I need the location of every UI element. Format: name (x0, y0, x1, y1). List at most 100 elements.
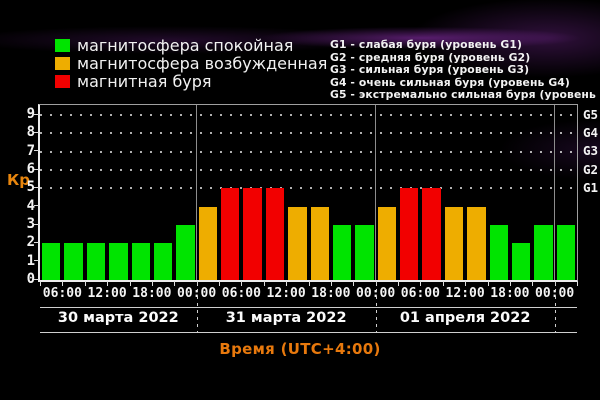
x-axis-tick (129, 281, 131, 286)
x-tick-label: 12:00 (87, 286, 127, 301)
storm-level-line: G2 - средняя буря (уровень G2) (330, 50, 531, 64)
legend-label: магнитосфера спокойная (77, 36, 294, 55)
x-axis-tick (398, 281, 399, 286)
time-axis-title: Время (UTC+4:00) (219, 340, 381, 358)
g-level-label: G3 (583, 143, 599, 159)
legend-label: магнитная буря (77, 72, 212, 91)
day-boundary-dash (375, 282, 377, 332)
x-axis-tick (84, 281, 86, 286)
day-boundary-dash (554, 282, 556, 332)
x-axis-tick (62, 281, 64, 286)
y-tick-label: 3 (26, 216, 35, 233)
grid-line (40, 132, 577, 135)
y-axis-tick (34, 168, 39, 170)
kp-bar (556, 225, 575, 280)
x-axis-tick (353, 281, 355, 286)
storm-level-line: G5 - экстремально сильная буря (уровень … (330, 88, 600, 102)
kp-axis-title: Кр (7, 171, 30, 189)
kp-bar (511, 243, 531, 280)
kp-bar (153, 243, 173, 280)
y-axis-tick (34, 205, 39, 207)
y-axis-tick (34, 131, 39, 133)
y-tick-label: 9 (26, 106, 35, 123)
x-axis-tick (577, 281, 578, 286)
kp-bar (265, 188, 285, 280)
y-axis-tick (34, 113, 39, 115)
g-level-label: G4 (583, 124, 599, 140)
date-label: 01 апреля 2022 (399, 310, 531, 326)
grid-line (40, 114, 577, 117)
g-level-label: G5 (583, 106, 599, 122)
legend-item: магнитная буря (55, 72, 327, 91)
y-tick-label: 1 (26, 252, 35, 269)
kp-bar (131, 243, 150, 280)
legend-swatch-quiet (55, 39, 70, 52)
y-axis-tick (34, 186, 39, 188)
x-axis-tick (308, 281, 310, 286)
y-tick-label: 0 (26, 271, 35, 287)
date-label: 31 марта 2022 (225, 310, 347, 326)
kp-bar (534, 225, 553, 280)
kp-bar (444, 206, 464, 280)
x-axis-tick (420, 281, 422, 286)
x-axis-tick (40, 281, 41, 286)
kp-bar (355, 225, 374, 280)
x-axis-tick (174, 281, 176, 286)
x-tick-label: 06:00 (400, 286, 440, 301)
kp-bar (288, 206, 307, 280)
grid-line (40, 150, 577, 153)
kp-bar (86, 243, 106, 280)
kp-bar (198, 206, 217, 280)
y-tick-label: 4 (26, 197, 35, 214)
legend: магнитосфера спокойная магнитосфера возбу… (55, 36, 328, 91)
x-axis-tick (263, 281, 265, 286)
x-axis-tick (286, 281, 288, 286)
day-boundary-dash (196, 282, 198, 332)
x-tick-label: 12:00 (266, 286, 306, 301)
date-band-bottom-line (40, 332, 577, 333)
kp-bar (467, 206, 486, 280)
x-axis-tick (465, 281, 467, 286)
y-axis-tick (34, 241, 39, 243)
date-label: 30 марта 2022 (57, 310, 179, 326)
day-divider (375, 105, 377, 280)
x-axis-tick (151, 281, 153, 286)
x-axis-tick (107, 281, 109, 286)
kp-bar-chart (38, 104, 578, 282)
x-axis-tick (241, 281, 243, 286)
kp-bar (64, 243, 83, 280)
kp-bar (243, 188, 262, 280)
x-axis-tick (219, 281, 220, 286)
x-axis-tick (532, 281, 534, 286)
x-tick-label: 06:00 (221, 286, 261, 301)
kp-bar (377, 206, 396, 280)
legend-label: магнитосфера возбужденная (77, 54, 328, 73)
storm-level-line: G4 - очень сильная буря (уровень G4) (330, 75, 570, 89)
day-divider (554, 105, 556, 280)
y-tick-label: 5 (26, 179, 35, 196)
storm-level-descriptions: G1 - слабая буря (уровень G1) G2 - средня… (330, 38, 600, 102)
y-tick-label: 6 (26, 161, 35, 178)
kp-bar (42, 243, 61, 280)
grid-line (40, 187, 577, 190)
y-tick-label: 2 (26, 234, 35, 251)
day-divider (196, 105, 198, 280)
x-tick-label: 18:00 (490, 286, 530, 301)
storm-level-line: G3 - сильная буря (уровень G3) (330, 63, 530, 77)
x-axis-tick (330, 281, 332, 286)
legend-item: магнитосфера возбужденная (55, 54, 328, 73)
y-tick-label: 8 (26, 124, 35, 141)
legend-swatch-storm (55, 75, 70, 88)
y-tick-label: 7 (26, 142, 35, 159)
y-axis-tick (34, 260, 39, 262)
date-band-top-line (40, 307, 577, 308)
legend-item: магнитосфера спокойная (55, 36, 327, 55)
g-level-label: G2 (583, 161, 599, 177)
x-axis-tick (487, 281, 489, 286)
kp-bar (489, 225, 508, 280)
x-axis-tick (442, 281, 444, 286)
kp-bar (422, 188, 441, 280)
x-tick-label: 06:00 (42, 286, 82, 301)
grid-line (40, 169, 577, 172)
